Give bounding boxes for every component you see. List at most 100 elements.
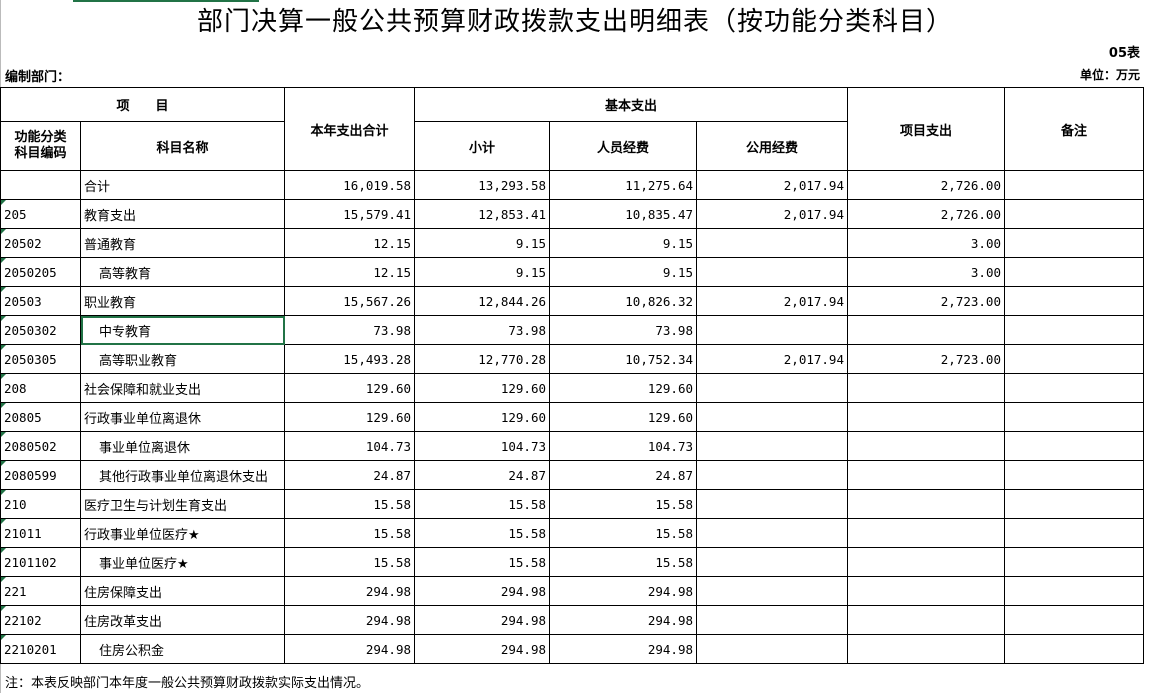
cell-code[interactable]: 2050302 (0, 315, 81, 345)
cell-remark[interactable] (1004, 315, 1144, 345)
cell-name[interactable]: 社会保障和就业支出 (80, 373, 285, 403)
cell-public[interactable] (696, 228, 848, 258)
cell-remark[interactable] (1004, 257, 1144, 287)
cell-code[interactable]: 2050205 (0, 257, 81, 287)
cell-code[interactable]: 2210201 (0, 634, 81, 664)
cell-code[interactable]: 20503 (0, 286, 81, 316)
cell-total[interactable]: 16,019.58 (284, 170, 415, 200)
cell-remark[interactable] (1004, 605, 1144, 635)
cell-subtotal[interactable]: 24.87 (414, 460, 550, 490)
cell-project[interactable] (847, 634, 1005, 664)
cell-personnel[interactable]: 9.15 (549, 228, 697, 258)
cell-code[interactable]: 208 (0, 373, 81, 403)
cell-project[interactable]: 3.00 (847, 257, 1005, 287)
cell-total[interactable]: 24.87 (284, 460, 415, 490)
cell-code[interactable]: 221 (0, 576, 81, 606)
header-remark[interactable]: 备注 (1004, 87, 1144, 171)
header-project[interactable]: 项目支出 (847, 87, 1005, 171)
cell-name[interactable]: 住房改革支出 (80, 605, 285, 635)
cell-personnel[interactable]: 104.73 (549, 431, 697, 461)
cell-subtotal[interactable]: 9.15 (414, 257, 550, 287)
cell-name[interactable]: 行政事业单位医疗★ (80, 518, 285, 548)
cell-total[interactable]: 15.58 (284, 547, 415, 577)
cell-subtotal[interactable]: 13,293.58 (414, 170, 550, 200)
cell-total[interactable]: 294.98 (284, 605, 415, 635)
cell-project[interactable] (847, 315, 1005, 345)
cell-total[interactable]: 15,579.41 (284, 199, 415, 229)
cell-code[interactable] (0, 170, 81, 200)
cell-remark[interactable] (1004, 460, 1144, 490)
cell-name[interactable]: 其他行政事业单位离退休支出 (80, 460, 285, 490)
cell-subtotal[interactable]: 129.60 (414, 402, 550, 432)
cell-subtotal[interactable]: 9.15 (414, 228, 550, 258)
cell-personnel[interactable]: 294.98 (549, 605, 697, 635)
header-subtotal[interactable]: 小计 (414, 121, 550, 171)
cell-public[interactable] (696, 576, 848, 606)
cell-public[interactable] (696, 460, 848, 490)
cell-project[interactable] (847, 605, 1005, 635)
header-basic[interactable]: 基本支出 (414, 87, 848, 122)
cell-project[interactable] (847, 489, 1005, 519)
cell-project[interactable] (847, 460, 1005, 490)
cell-subtotal[interactable]: 294.98 (414, 605, 550, 635)
cell-public[interactable] (696, 547, 848, 577)
cell-code[interactable]: 210 (0, 489, 81, 519)
cell-total[interactable]: 12.15 (284, 257, 415, 287)
cell-name[interactable]: 教育支出 (80, 199, 285, 229)
cell-public[interactable]: 2,017.94 (696, 199, 848, 229)
cell-name[interactable]: 住房保障支出 (80, 576, 285, 606)
cell-total[interactable]: 15,567.26 (284, 286, 415, 316)
cell-name[interactable]: 职业教育 (80, 286, 285, 316)
cell-name[interactable]: 高等教育 (80, 257, 285, 287)
cell-personnel[interactable]: 10,826.32 (549, 286, 697, 316)
cell-project[interactable] (847, 373, 1005, 403)
cell-remark[interactable] (1004, 286, 1144, 316)
cell-remark[interactable] (1004, 373, 1144, 403)
cell-remark[interactable] (1004, 170, 1144, 200)
cell-code[interactable]: 2080599 (0, 460, 81, 490)
cell-public[interactable] (696, 605, 848, 635)
header-personnel[interactable]: 人员经费 (549, 121, 697, 171)
cell-personnel[interactable]: 15.58 (549, 518, 697, 548)
cell-name[interactable]: 普通教育 (80, 228, 285, 258)
cell-project[interactable] (847, 576, 1005, 606)
cell-subtotal[interactable]: 15.58 (414, 518, 550, 548)
cell-project[interactable] (847, 518, 1005, 548)
cell-subtotal[interactable]: 73.98 (414, 315, 550, 345)
cell-personnel[interactable]: 73.98 (549, 315, 697, 345)
cell-public[interactable] (696, 315, 848, 345)
cell-remark[interactable] (1004, 547, 1144, 577)
cell-personnel[interactable]: 11,275.64 (549, 170, 697, 200)
cell-personnel[interactable]: 9.15 (549, 257, 697, 287)
cell-remark[interactable] (1004, 402, 1144, 432)
cell-personnel[interactable]: 129.60 (549, 402, 697, 432)
cell-subtotal[interactable]: 294.98 (414, 576, 550, 606)
cell-project[interactable]: 2,726.00 (847, 199, 1005, 229)
cell-name[interactable]: 高等职业教育 (80, 344, 285, 374)
cell-code[interactable]: 205 (0, 199, 81, 229)
cell-personnel[interactable]: 24.87 (549, 460, 697, 490)
cell-total[interactable]: 104.73 (284, 431, 415, 461)
cell-remark[interactable] (1004, 634, 1144, 664)
cell-project[interactable] (847, 547, 1005, 577)
header-public[interactable]: 公用经费 (696, 121, 848, 171)
cell-public[interactable] (696, 489, 848, 519)
cell-total[interactable]: 15.58 (284, 489, 415, 519)
header-code[interactable]: 功能分类科目编码 (0, 121, 81, 171)
cell-personnel[interactable]: 15.58 (549, 489, 697, 519)
cell-subtotal[interactable]: 104.73 (414, 431, 550, 461)
cell-code[interactable]: 22102 (0, 605, 81, 635)
cell-public[interactable] (696, 431, 848, 461)
cell-name[interactable]: 医疗卫生与计划生育支出 (80, 489, 285, 519)
cell-total[interactable]: 15.58 (284, 518, 415, 548)
cell-personnel[interactable]: 15.58 (549, 547, 697, 577)
cell-subtotal[interactable]: 12,844.26 (414, 286, 550, 316)
cell-total[interactable]: 294.98 (284, 634, 415, 664)
cell-subtotal[interactable]: 12,770.28 (414, 344, 550, 374)
cell-public[interactable]: 2,017.94 (696, 344, 848, 374)
cell-public[interactable] (696, 634, 848, 664)
cell-code[interactable]: 2050305 (0, 344, 81, 374)
cell-name[interactable]: 行政事业单位离退休 (80, 402, 285, 432)
cell-code[interactable]: 21011 (0, 518, 81, 548)
cell-remark[interactable] (1004, 518, 1144, 548)
